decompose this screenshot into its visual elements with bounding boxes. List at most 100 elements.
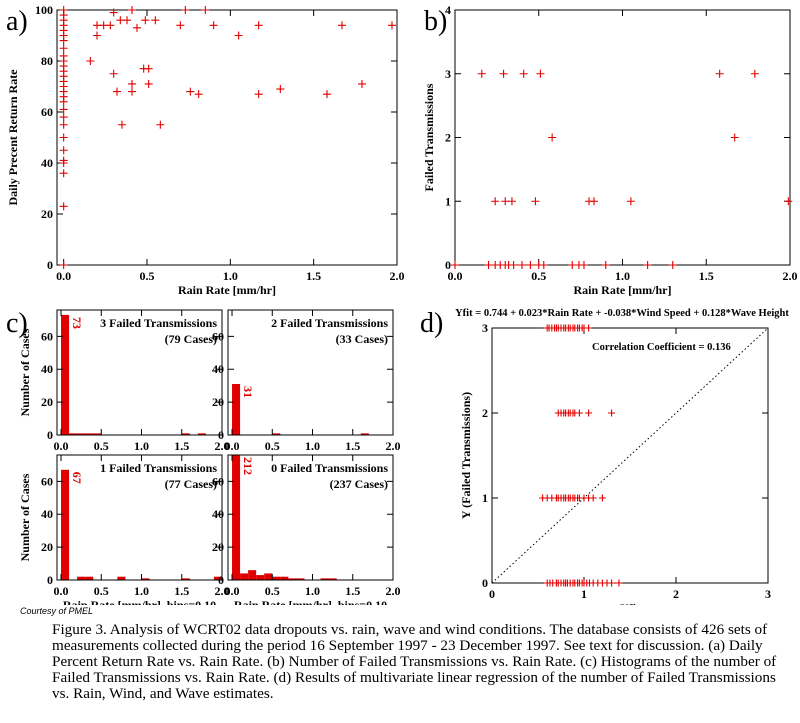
histogram-bar (61, 314, 70, 435)
y-tick-label: 2 (445, 131, 451, 145)
x-tick-label: 0.0 (56, 269, 71, 283)
data-point (526, 261, 535, 269)
x-axis-label: Yfit (620, 601, 640, 605)
panel-subtitle: (77 Cases) (165, 477, 217, 491)
data-point (536, 69, 545, 78)
y-tick-label: 60 (212, 329, 224, 343)
y-tick-label: 20 (212, 540, 224, 554)
plot-frame (491, 327, 769, 584)
histogram-bar (296, 578, 305, 580)
y-tick-label: 40 (41, 362, 53, 376)
histogram-bar (256, 575, 265, 580)
plot-frame (56, 309, 223, 436)
x-tick-label: 2.0 (386, 439, 401, 453)
data-point (626, 197, 635, 206)
data-point (750, 69, 759, 78)
figure-caption: Figure 3. Analysis of WCRT02 data dropou… (52, 621, 777, 702)
data-point (501, 197, 510, 206)
x-tick-label: 2 (673, 587, 679, 601)
panel-label: b) (424, 6, 447, 37)
chart-title: Yfit = 0.744 + 0.023*Rain Rate + -0.038*… (455, 308, 789, 319)
y-tick-label: 20 (41, 395, 53, 409)
plot-area (61, 314, 206, 435)
x-tick-label: 1.0 (615, 269, 630, 283)
y-tick-label: 0 (218, 573, 224, 587)
x-tick-label: 3 (765, 587, 771, 601)
y-tick-label: 0 (47, 428, 53, 442)
data-point (568, 261, 577, 269)
x-tick-label: 1.0 (305, 584, 320, 598)
data-point (59, 113, 68, 122)
data-point (668, 261, 677, 269)
data-point (151, 16, 160, 25)
credit: Courtesy of PMEL (20, 606, 94, 616)
annotation: Correlation Coefficient = 0.136 (592, 342, 731, 353)
panel-label: d) (420, 308, 443, 339)
x-tick-label: 2.0 (215, 439, 230, 453)
x-tick-label: 1.5 (345, 439, 360, 453)
data-point (144, 64, 153, 73)
histogram-bar (93, 433, 102, 435)
y-tick-label: 20 (41, 207, 53, 221)
data-point (59, 169, 68, 178)
y-axis-label: Daily Precent Return Rate (6, 69, 20, 206)
histogram-bar (197, 433, 206, 435)
panel-title: 3 Failed Transmissions (100, 316, 217, 330)
plot-frame (56, 454, 223, 581)
x-tick-label: 1.0 (134, 584, 149, 598)
data-point (141, 16, 150, 25)
data-point (186, 87, 195, 96)
data-point (598, 494, 606, 502)
x-tick-label: 2.0 (215, 584, 230, 598)
y-tick-label: 1 (445, 194, 451, 208)
data-point (601, 261, 610, 269)
x-tick-label: 0.5 (265, 439, 280, 453)
data-point (519, 69, 528, 78)
data-point (181, 6, 190, 14)
data-point (176, 21, 185, 30)
x-tick-label: 0.0 (54, 584, 69, 598)
data-point (194, 90, 203, 99)
histogram-bar (117, 576, 126, 580)
data-point (59, 120, 68, 129)
data-point (128, 87, 136, 96)
x-tick-label: 1.5 (699, 269, 714, 283)
data-point (615, 579, 623, 587)
data-point (484, 261, 493, 269)
data-point (477, 69, 486, 78)
x-axis-label: Rain Rate [mm/hr], bins=0.10 (63, 598, 216, 605)
data-point (209, 21, 218, 30)
data-point (59, 105, 68, 114)
panel-subtitle: (79 Cases) (165, 332, 217, 346)
histogram-bar (320, 578, 329, 580)
histogram-bar (240, 573, 249, 580)
data-point (59, 261, 68, 269)
data-point (643, 261, 652, 269)
y-tick-label: 40 (212, 507, 224, 521)
y-tick-label: 40 (41, 156, 53, 170)
plot-frame (227, 309, 394, 436)
data-point (715, 69, 724, 78)
x-axis-label: Rain Rate [mm/hr] (574, 283, 672, 297)
x-tick-label: 0.0 (225, 584, 240, 598)
y-tick-label: 0 (47, 258, 53, 272)
x-tick-label: 2.0 (386, 584, 401, 598)
x-tick-label: 0 (489, 587, 495, 601)
data-point (590, 197, 599, 206)
x-tick-label: 0.5 (140, 269, 155, 283)
data-point (338, 21, 346, 30)
panel-label: c) (6, 308, 28, 339)
x-axis-label: Rain Rate [mm/hr], bins=0.10 (234, 598, 387, 605)
bar-value-label: 67 (70, 472, 84, 484)
y-axis-label: Number of Cases (18, 328, 32, 416)
histogram-bar (85, 433, 94, 435)
panel-subtitle: (33 Cases) (336, 332, 388, 346)
x-tick-label: 0.0 (225, 439, 240, 453)
bar-value-label: 31 (241, 386, 255, 398)
histogram-bar (77, 433, 86, 435)
data-point (123, 16, 131, 25)
plot-frame (227, 454, 394, 581)
histogram-bar (264, 573, 273, 580)
bar-value-label: 212 (241, 457, 255, 475)
x-tick-label: 2.0 (390, 269, 405, 283)
